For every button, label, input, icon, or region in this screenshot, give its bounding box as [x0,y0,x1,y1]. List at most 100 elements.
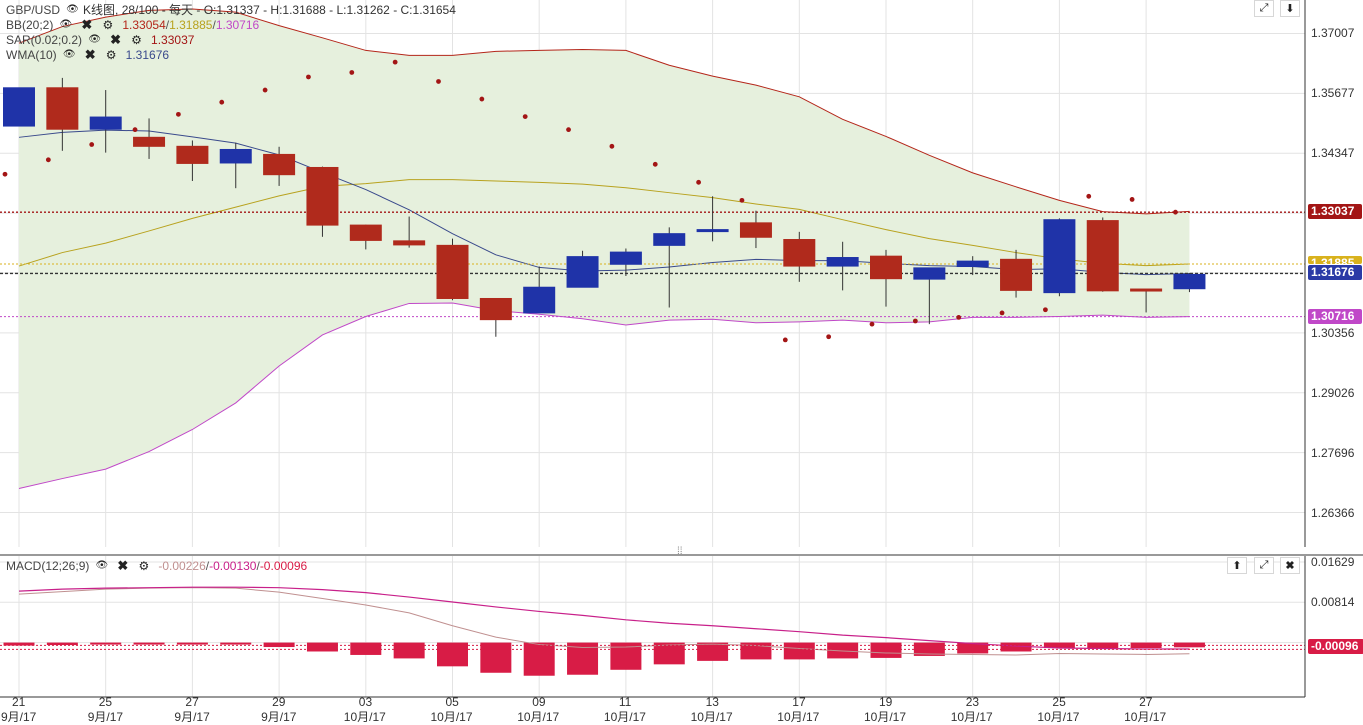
sar-dot [999,310,1005,316]
x-tick-month: 10月/17 [1037,710,1080,724]
gear-icon[interactable]: ⚙ [131,32,142,47]
collapse-button[interactable]: ⬇ [1280,0,1300,17]
sar-dot [826,334,832,340]
candle-body [653,233,686,246]
price-tick-label: 1.35677 [1311,86,1355,101]
close-icon[interactable]: ✖ [84,46,96,62]
gear-icon[interactable]: ⚙ [138,558,150,573]
close-icon: ✖ [1285,560,1295,572]
panel-resize-handle[interactable]: ⁞⁞ [677,546,683,557]
macd-histogram-bar [1130,642,1162,649]
eye-icon[interactable]: 👁 [88,34,101,45]
price-tag: 1.33037 [1308,204,1362,220]
sar-dot [2,171,8,177]
candle-body [393,240,426,246]
sar-dots [2,59,1178,343]
chart-info: K线图, 28/100 - 每天 - O:1.31337 - H:1.31688… [83,3,456,17]
price-tick-label: 1.37007 [1311,26,1355,41]
sar-dot [1043,307,1048,313]
price-tag: 1.30716 [1308,308,1362,324]
macd-header: MACD(12;26;9) 👁 ✖ ⚙ -0.00226/-0.00130/-0… [6,558,307,573]
price-tick-label: 1.27696 [1311,445,1355,460]
macd-histogram-bar [306,642,338,652]
move-up-button[interactable]: ⬆ [1227,557,1247,574]
macd-tick-label: 0.01629 [1311,554,1355,569]
expand-button[interactable]: ⤢ [1254,557,1274,574]
close-icon[interactable]: ✖ [110,31,121,47]
macd-tick-label: -0.00096 [1308,639,1363,655]
candle-body [1130,288,1163,292]
sar-dot [132,127,138,133]
close-icon[interactable]: ✖ [81,16,93,32]
sar-dot [262,87,268,93]
sar-dot [912,318,918,324]
sar-dot [696,179,701,185]
sar-dot [89,142,95,147]
sar-dot [45,157,51,163]
eye-icon[interactable]: 👁 [62,49,76,60]
wma-line [18,129,1190,276]
x-tick-month: 10月/17 [777,710,820,724]
candle-body [263,153,296,176]
candle-body [133,136,166,147]
candle-body [826,257,859,267]
sar-dot [219,99,225,105]
separator: / [165,17,170,32]
macd-histogram-bar [1043,642,1075,649]
price-tick-label: 1.30356 [1311,325,1355,340]
candle-body [566,256,599,288]
indicator-row-sar: SAR(0.02;0.2) 👁 ✖ ⚙ 1.33037 [6,32,194,47]
gear-icon[interactable]: ⚙ [105,47,117,62]
candle-body [609,251,642,265]
expand-button[interactable]: ⤢ [1254,0,1274,17]
x-tick-day: 25 [1052,695,1066,709]
macd-histogram-bar [697,642,729,661]
candle-body [696,229,729,233]
macd-histogram-bar [350,642,382,655]
macd-histogram-bar [46,642,78,646]
x-tick-month: 10月/17 [343,710,386,724]
close-panel-button[interactable]: ✖ [1280,557,1300,574]
sar-dot [1173,209,1178,215]
eye-icon[interactable]: 👁 [66,4,79,15]
eye-icon[interactable]: 👁 [59,19,73,30]
candle-body [1173,273,1206,290]
expand-icon: ⤢ [1259,2,1269,14]
macd-histogram-bar [1087,642,1119,649]
sar-dot [306,74,311,80]
close-icon[interactable]: ✖ [117,557,129,573]
candle-body [46,87,79,130]
macd-histogram-bar [870,642,902,658]
macd-histogram-bar [653,642,685,665]
candles [3,77,1206,337]
sar-dot [782,337,788,343]
sar-dot [479,96,485,102]
x-tick-month: 10月/17 [1124,710,1167,724]
bb-lower-value: 1.30716 [215,17,260,32]
separator: / [256,558,260,573]
macd-histogram-bar [263,642,295,648]
candle-body [1000,258,1033,291]
sar-dot [869,321,875,327]
macd-histogram-bar [1000,642,1032,652]
x-tick-month: 9月/17 [1,710,37,724]
x-tick-month: 9月/17 [261,710,297,724]
macd-histogram-bar [133,642,165,645]
candle-body [306,166,339,226]
candle-body [176,145,209,164]
x-tick-day: 27 [1139,695,1153,709]
indicator-label-sar: SAR(0.02;0.2) [6,32,83,47]
indicator-row-wma: WMA(10) 👁 ✖ ⚙ 1.31676 [6,47,169,62]
macd-panel [0,586,1305,676]
x-tick-month: 9月/17 [87,710,124,724]
gear-icon[interactable]: ⚙ [102,17,114,32]
bb-upper-value: 1.33054 [122,17,166,32]
x-tick-month: 10月/17 [517,710,560,724]
x-tick-day: 13 [705,695,719,709]
eye-icon[interactable]: 👁 [95,560,109,571]
macd-histogram-bar [740,642,772,660]
macd-plot-area [0,556,1305,697]
candle-body [870,255,902,280]
candle-body [913,267,946,280]
